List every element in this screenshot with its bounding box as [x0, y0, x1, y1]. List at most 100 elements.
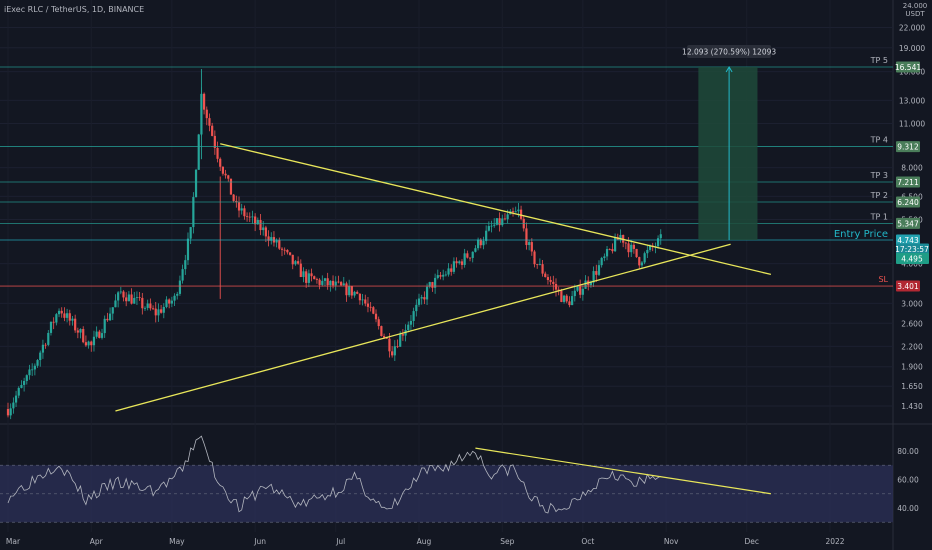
candle-body: [498, 218, 501, 226]
candle-body: [611, 249, 614, 252]
symbol-title: iExec RLC / TetherUS, 1D, BINANCE: [4, 5, 145, 14]
time-tick-label: Dec: [744, 537, 759, 546]
candle-up: [184, 254, 187, 275]
candle-body: [130, 294, 133, 304]
candle-body: [595, 271, 598, 275]
candle-body: [100, 333, 104, 338]
candle-down: [141, 292, 144, 315]
candle-up: [420, 294, 423, 305]
candle-body: [294, 261, 297, 265]
candle-body: [632, 244, 636, 249]
candle-body: [315, 279, 319, 280]
candle-down: [224, 169, 227, 179]
candle-up: [463, 248, 466, 268]
level-price-tag: [896, 234, 920, 246]
candle-body: [127, 294, 130, 302]
price-tick-label: 13.000: [899, 96, 925, 105]
candle-body: [229, 178, 233, 195]
candle-body: [442, 274, 445, 277]
candle-down: [439, 271, 442, 280]
price-tick-label: 11.000: [899, 119, 925, 128]
candle-up: [143, 306, 147, 312]
candle-up: [87, 340, 90, 349]
candle-down: [245, 212, 249, 222]
candle-up: [659, 229, 662, 245]
level-price-label: 9.312: [897, 143, 919, 152]
candle-body: [90, 341, 93, 346]
candle-down: [63, 307, 66, 322]
candle-body: [399, 334, 402, 347]
candle-body: [466, 253, 469, 258]
candle-body: [374, 313, 378, 320]
candle-body: [656, 238, 660, 247]
candle-up: [92, 330, 96, 352]
candle-body: [221, 166, 225, 174]
candle-down: [90, 340, 93, 352]
candle-down: [544, 271, 547, 278]
level-price-tag: [896, 176, 920, 188]
candle-body: [544, 273, 547, 278]
candle-body: [44, 344, 47, 346]
candle-down: [511, 207, 515, 217]
candle-body: [168, 299, 171, 304]
candle-down: [299, 259, 302, 278]
candle-body: [84, 342, 88, 346]
candle-body: [41, 344, 45, 353]
candle-up: [434, 273, 437, 294]
candle-body: [205, 109, 208, 119]
candle-up: [485, 225, 488, 245]
candle-down: [267, 230, 270, 247]
candle-down: [76, 327, 79, 339]
candle-down: [568, 296, 571, 308]
candle-down: [310, 268, 313, 282]
candle-up: [251, 210, 254, 224]
candle-down: [74, 314, 77, 333]
candle-up: [25, 374, 28, 385]
candle-up: [428, 281, 431, 289]
candle-body: [503, 218, 507, 220]
candle-body: [92, 336, 96, 346]
candle-body: [160, 309, 163, 313]
candle-up: [592, 266, 595, 287]
candle-body: [310, 273, 313, 277]
candle-body: [608, 249, 611, 250]
level-label: TP 4: [870, 136, 888, 145]
candle-body: [597, 265, 601, 275]
candle-up: [576, 285, 579, 292]
candle-body: [291, 254, 294, 265]
candle-body: [533, 251, 536, 265]
candle-body: [259, 220, 262, 231]
candle-down: [149, 298, 152, 311]
candle-up: [342, 276, 345, 286]
candle-down: [283, 247, 286, 255]
candle-body: [138, 297, 141, 298]
candle-up: [173, 293, 176, 306]
candle-down: [431, 281, 434, 292]
price-tick-label: 19.000: [899, 44, 925, 53]
time-tick-label: 2022: [825, 537, 844, 546]
candle-down: [138, 291, 141, 301]
candle-down: [624, 241, 627, 250]
time-tick-label: Jul: [335, 537, 345, 546]
candle-up: [240, 203, 243, 215]
candle-up: [103, 315, 106, 338]
candle-body: [339, 282, 343, 286]
candle-up: [71, 315, 74, 326]
candle-body: [321, 280, 324, 285]
candle-down: [315, 277, 319, 284]
level-label: TP 3: [870, 171, 888, 180]
candle-down: [202, 92, 206, 115]
candle-body: [146, 303, 149, 308]
candle-body: [288, 252, 292, 255]
candle-body: [63, 313, 66, 318]
candle-down: [498, 212, 501, 232]
candle-body: [60, 310, 63, 314]
candle-up: [162, 303, 165, 319]
candle-up: [170, 296, 173, 308]
candle-body: [87, 341, 90, 346]
candle-up: [17, 386, 20, 399]
candle-body: [141, 297, 144, 309]
candle-body: [382, 336, 386, 338]
candle-body: [571, 296, 574, 306]
